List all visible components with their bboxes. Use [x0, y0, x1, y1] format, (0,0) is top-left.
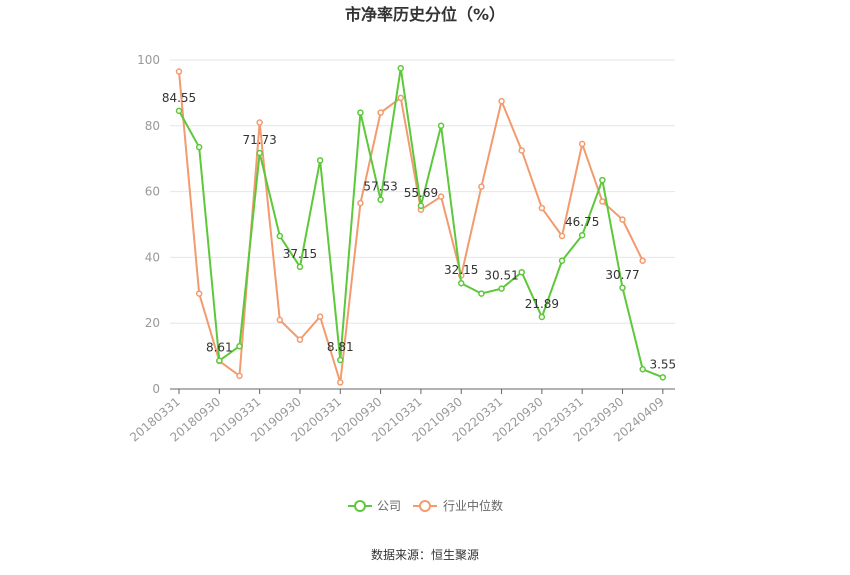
data-point [337, 356, 344, 364]
y-tick-label: 80 [145, 119, 160, 133]
legend[interactable]: 公司 行业中位数 [348, 498, 503, 513]
data-point [377, 196, 384, 203]
data-label: 8.61 [206, 341, 233, 355]
data-point [175, 107, 183, 115]
series-layer [175, 64, 667, 386]
data-point [296, 263, 304, 271]
data-point [357, 199, 364, 207]
data-point [457, 279, 465, 287]
data-point [478, 183, 485, 190]
data-point [397, 64, 405, 72]
data-point [256, 119, 263, 126]
legend-label: 公司 [377, 499, 401, 513]
data-point [195, 290, 203, 297]
data-point [337, 379, 344, 386]
data-point [599, 198, 606, 205]
data-point [316, 313, 324, 320]
legend-item[interactable]: 公司 [348, 499, 401, 513]
legend-swatch-marker [419, 500, 431, 512]
data-point [578, 231, 586, 239]
y-tick-label: 100 [137, 53, 160, 67]
data-point [478, 290, 485, 297]
y-axis: 0 20 40 60 80 100 [137, 53, 160, 396]
data-point [276, 232, 284, 240]
y-tick-label: 20 [145, 316, 160, 330]
data-point [175, 68, 183, 75]
data-point [498, 285, 505, 292]
data-label: 46.75 [565, 215, 599, 229]
data-point [639, 366, 646, 373]
data-label: 30.77 [605, 268, 639, 282]
data-point [558, 257, 566, 264]
data-point [518, 268, 525, 276]
data-point [236, 342, 243, 350]
data-point [518, 147, 525, 154]
data-point [377, 109, 384, 116]
chart-title: 市净率历史分位（%） [345, 5, 505, 24]
data-point [599, 176, 606, 184]
data-label: 71.73 [242, 133, 276, 147]
data-label: 55.69 [404, 186, 438, 200]
series-line-1 [178, 71, 644, 384]
data-point [639, 257, 646, 264]
data-label: 57.53 [363, 180, 397, 194]
data-point [498, 97, 505, 105]
data-point [357, 109, 364, 116]
data-point [236, 372, 243, 380]
data-point [619, 284, 626, 292]
data-point [417, 202, 425, 210]
data-point [276, 316, 284, 324]
source-note: 数据来源：恒生聚源 [371, 547, 479, 562]
data-point [437, 193, 445, 200]
data-point [558, 232, 566, 240]
data-point [216, 357, 223, 364]
legend-item[interactable]: 行业中位数 [413, 498, 503, 513]
data-label: 3.55 [649, 357, 676, 371]
data-point [538, 204, 546, 212]
data-label: 84.55 [162, 91, 196, 105]
data-point [296, 336, 304, 343]
data-point [619, 216, 626, 223]
data-point [397, 94, 405, 102]
legend-label: 行业中位数 [443, 498, 503, 513]
data-point [578, 140, 586, 148]
data-point [538, 313, 546, 321]
y-tick-label: 40 [145, 250, 160, 264]
data-point [316, 157, 324, 164]
y-tick-label: 60 [145, 185, 160, 199]
data-point [195, 143, 203, 151]
data-point [256, 149, 263, 157]
y-tick-label: 0 [152, 382, 160, 396]
data-label: 8.81 [327, 340, 354, 354]
x-axis: 2018033120180930201903312019093020200331… [127, 388, 675, 445]
data-labels: 84.55 8.61 71.73 37.15 8.81 57.53 55.69 32.15 30… [162, 91, 676, 371]
data-label: 37.15 [283, 247, 317, 261]
data-label: 21.89 [525, 297, 559, 311]
data-label: 32.15 [444, 263, 478, 277]
data-label: 30.51 [484, 269, 518, 283]
data-point [437, 122, 445, 130]
data-point [659, 374, 667, 381]
legend-swatch-marker [354, 500, 366, 512]
